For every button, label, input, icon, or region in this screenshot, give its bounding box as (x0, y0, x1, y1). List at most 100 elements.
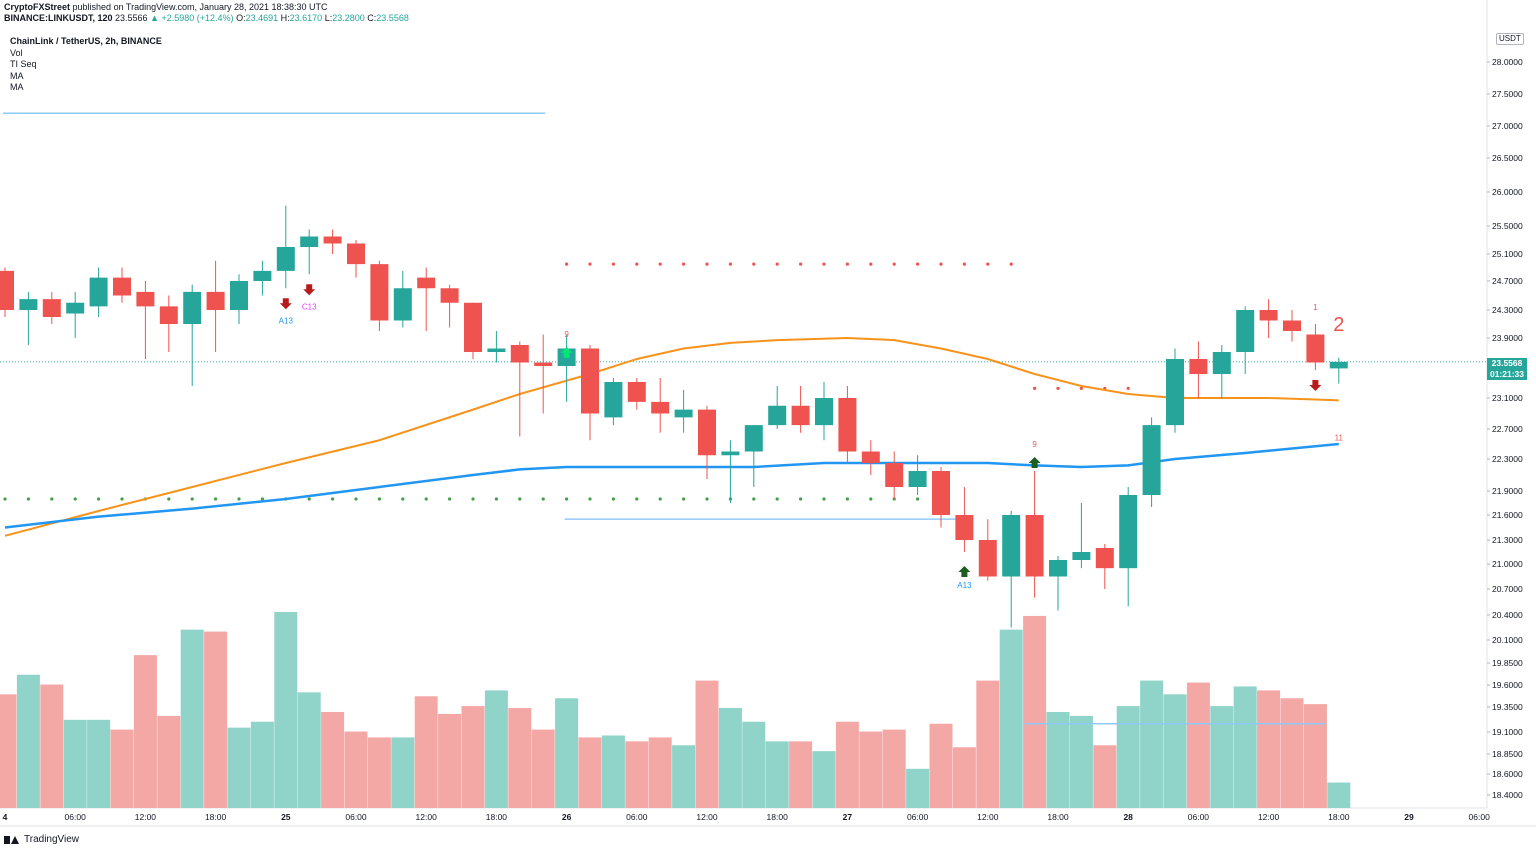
volume-bar[interactable] (742, 721, 766, 808)
candle-body[interactable] (417, 277, 436, 289)
candle-body[interactable] (1142, 425, 1161, 495)
volume-bar[interactable] (718, 708, 742, 808)
volume-bar[interactable] (929, 723, 953, 808)
volume-bar[interactable] (1046, 711, 1070, 808)
volume-bar[interactable] (344, 731, 368, 808)
candle-body[interactable] (838, 398, 857, 452)
volume-bar[interactable] (297, 692, 321, 808)
volume-bar[interactable] (1093, 745, 1117, 808)
volume-bar[interactable] (601, 735, 625, 808)
candle-body[interactable] (89, 277, 108, 307)
candle-body[interactable] (744, 425, 763, 452)
volume-bar[interactable] (1116, 706, 1140, 808)
candle-body[interactable] (581, 348, 599, 414)
volume-bar[interactable] (1210, 706, 1234, 808)
volume-bar[interactable] (391, 737, 415, 808)
volume-bar[interactable] (87, 719, 111, 808)
volume-bar[interactable] (16, 674, 40, 808)
volume-bar[interactable] (789, 741, 813, 808)
volume-bar[interactable] (531, 729, 555, 808)
volume-bar[interactable] (999, 629, 1023, 808)
candle-body[interactable] (136, 291, 155, 307)
candle-body[interactable] (510, 345, 529, 363)
candle-body[interactable] (66, 302, 85, 314)
candle-body[interactable] (815, 398, 833, 426)
volume-bar[interactable] (250, 721, 274, 808)
candle-body[interactable] (768, 405, 787, 426)
candle-body[interactable] (1236, 310, 1255, 352)
candle-body[interactable] (183, 291, 202, 324)
legend-item-vol[interactable]: Vol (10, 47, 23, 58)
candle-body[interactable] (1002, 515, 1021, 577)
candle-body[interactable] (627, 382, 646, 402)
candle-body[interactable] (347, 243, 365, 265)
volume-bar[interactable] (859, 731, 883, 808)
candle-body[interactable] (534, 362, 553, 367)
volume-bar[interactable] (648, 737, 672, 808)
candle-body[interactable] (604, 382, 623, 418)
volume-bar[interactable] (906, 768, 930, 808)
volume-bar[interactable] (461, 706, 485, 808)
candle-body[interactable] (159, 306, 178, 324)
candle-body[interactable] (0, 270, 14, 310)
volume-bar[interactable] (274, 612, 298, 808)
candle-body[interactable] (487, 348, 506, 353)
candle-body[interactable] (908, 471, 927, 487)
candle-body[interactable] (113, 277, 131, 296)
candle-body[interactable] (1119, 495, 1138, 569)
volume-bar[interactable] (1233, 686, 1257, 808)
candle-body[interactable] (276, 247, 295, 271)
volume-bar[interactable] (367, 737, 391, 808)
candle-body[interactable] (861, 451, 880, 464)
volume-bar[interactable] (976, 680, 1000, 808)
volume-bar[interactable] (1140, 680, 1164, 808)
volume-bar[interactable] (882, 729, 906, 808)
volume-bar[interactable] (180, 629, 204, 808)
volume-bar[interactable] (227, 727, 251, 808)
candle-body[interactable] (1072, 552, 1091, 560)
candle-body[interactable] (1212, 352, 1231, 374)
legend-title[interactable]: ChainLink / TetherUS, 2h, BINANCE (10, 36, 162, 46)
candle-body[interactable] (698, 409, 716, 456)
candle-body[interactable] (300, 236, 319, 248)
volume-bar[interactable] (484, 690, 508, 808)
volume-bar[interactable] (63, 719, 87, 808)
publisher-name[interactable]: CryptoFXStreet (4, 2, 71, 12)
volume-bar[interactable] (1186, 682, 1210, 808)
legend-item-ti-seq[interactable]: TI Seq (10, 59, 37, 69)
volume-bar[interactable] (110, 729, 134, 808)
candle-body[interactable] (932, 471, 950, 515)
candle-body[interactable] (19, 299, 38, 310)
volume-bar[interactable] (40, 684, 64, 808)
legend-item-ma-2[interactable]: MA (10, 82, 24, 92)
volume-bar[interactable] (1327, 782, 1351, 808)
candle-body[interactable] (1095, 548, 1114, 569)
candle-body[interactable] (370, 264, 389, 321)
candle-body[interactable] (253, 270, 272, 281)
volume-bar[interactable] (1303, 704, 1327, 808)
currency-label[interactable]: USDT (1496, 33, 1524, 45)
volume-bar[interactable] (812, 751, 836, 808)
candle-body[interactable] (206, 291, 225, 310)
candle-body[interactable] (885, 463, 904, 487)
volume-bar[interactable] (157, 715, 181, 808)
symbol-label[interactable]: BINANCE:LINKUSDT, 120 (4, 13, 113, 23)
volume-bar[interactable] (672, 745, 696, 808)
volume-bar[interactable] (555, 698, 579, 808)
volume-bar[interactable] (765, 741, 789, 808)
candle-body[interactable] (1049, 560, 1067, 577)
volume-bar[interactable] (625, 741, 649, 808)
candle-body[interactable] (42, 299, 61, 317)
candle-body[interactable] (440, 288, 459, 303)
candle-body[interactable] (674, 409, 693, 418)
volume-bar[interactable] (0, 694, 17, 808)
candle-body[interactable] (1306, 334, 1325, 363)
volume-bar[interactable] (835, 721, 859, 808)
volume-bar[interactable] (1023, 615, 1047, 808)
volume-bar[interactable] (1257, 690, 1281, 808)
volume-bar[interactable] (695, 680, 719, 808)
candle-body[interactable] (721, 451, 740, 456)
volume-bar[interactable] (133, 655, 157, 808)
candle-body[interactable] (1025, 515, 1044, 577)
